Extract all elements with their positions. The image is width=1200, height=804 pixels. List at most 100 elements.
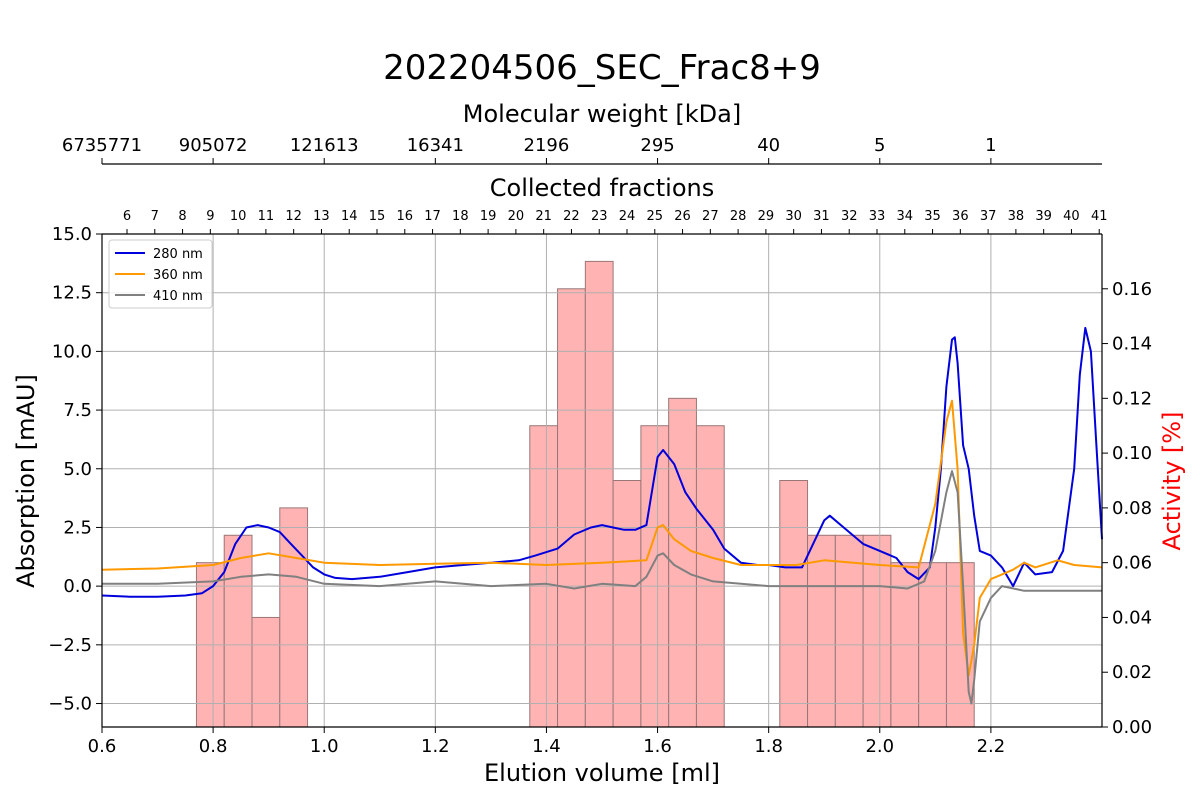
y-tick-label: 2.5 [63,517,92,538]
absorbance-lines [101,326,1103,705]
series-line-410-nm [102,470,1102,705]
activity-bar-27 [695,425,725,728]
fraction-tick-label: 31 [813,209,830,224]
legend-label: 280 nm [153,247,203,262]
mw-tick-label: 295 [640,135,674,156]
y2-tick-label: 0.08 [1112,498,1152,519]
x-axis-label: Elution volume [ml] [484,759,720,787]
activity-bar-12 [279,507,309,728]
x-tick-label: 1.6 [643,736,672,757]
activity-bar-11 [251,616,281,728]
fraction-tick-label: 13 [313,209,330,224]
fraction-tick-label: 16 [397,209,414,224]
y2-tick-label: 0.00 [1112,717,1152,738]
y-tick-label: −2.5 [48,635,92,656]
fraction-tick-label: 21 [535,209,552,224]
activity-bar-22 [557,288,586,728]
fraction-tick-label: 11 [258,209,275,224]
x-tick-label: 0.6 [88,736,117,757]
y2-tick-label: 0.06 [1112,553,1152,574]
x-tick-label: 0.8 [199,736,228,757]
fraction-tick-label: 22 [563,209,580,224]
activity-bar-24 [612,480,642,728]
x-tick-label: 2.0 [865,736,894,757]
legend-label: 360 nm [153,268,203,283]
mw-axis-label: Molecular weight [kDa] [463,100,741,128]
fraction-tick-label: 17 [424,209,441,224]
chart-title: 202204506_SEC_Frac8+9 [383,48,821,88]
fraction-tick-label: 32 [841,209,858,224]
x-tick-label: 1.2 [421,736,450,757]
fraction-tick-label: 6 [123,209,131,224]
y-tick-label: −5.0 [48,694,92,715]
fraction-tick-label: 7 [151,209,159,224]
series-line-360-nm [101,399,1103,677]
fraction-tick-label: 35 [924,209,941,224]
mw-tick-label: 5 [874,135,885,156]
activity-bar-21 [529,425,559,728]
x-tick-label: 1.0 [310,736,339,757]
activity-bar-31 [807,534,836,728]
x-tick-label: 2.2 [977,736,1006,757]
fraction-tick-label: 38 [1008,209,1025,224]
fraction-tick-label: 20 [508,209,525,224]
fraction-tick-label: 9 [206,209,214,224]
fraction-tick-label: 27 [702,209,719,224]
activity-bars [195,260,975,728]
fraction-tick-label: 40 [1063,209,1080,224]
activity-bar-33 [862,534,892,728]
fraction-tick-label: 29 [758,209,775,224]
y-axis-label: Absorption [mAU] [12,374,40,588]
fraction-tick-label: 28 [730,209,747,224]
fraction-tick-label: 19 [480,209,497,224]
mw-tick-label: 40 [757,135,780,156]
legend: 280 nm 360 nm 410 nm [108,239,213,309]
fraction-tick-label: 24 [619,209,636,224]
mw-tick-label: 2196 [524,135,570,156]
y2-tick-label: 0.04 [1112,607,1152,628]
y-tick-label: 15.0 [52,224,92,245]
legend-label: 410 nm [153,289,203,304]
fraction-tick-label: 14 [341,209,358,224]
axes: 0.6 0.8 1.0 1.2 1.4 1.6 1.8 2.0 2.2 −5.0 −2.5 0.0 2.… [48,135,1152,757]
fraction-tick-label: 12 [285,209,302,224]
mw-tick-label: 121613 [290,135,359,156]
fraction-tick-label: 26 [674,209,691,224]
fraction-tick-label: 18 [452,209,469,224]
activity-bar-30 [779,480,809,728]
y2-axis-label: Activity [%] [1158,412,1186,551]
fraction-tick-label: 15 [369,209,386,224]
x-tick-label: 1.8 [754,736,783,757]
fraction-tick-label: 8 [178,209,186,224]
y-tick-label: 10.0 [52,341,92,362]
y2-tick-label: 0.02 [1112,662,1152,683]
legend-box [108,239,213,309]
fraction-tick-label: 34 [897,209,914,224]
y-tick-label: 0.0 [63,576,92,597]
mw-tick-label: 1 [985,135,996,156]
fraction-tick-label: 30 [785,209,802,224]
x-tick-label: 1.4 [532,736,561,757]
mw-tick-label: 16341 [407,135,464,156]
y-tick-label: 12.5 [52,283,92,304]
y-tick-label: 7.5 [63,400,92,421]
fraction-tick-label: 37 [980,209,997,224]
fraction-tick-label: 39 [1035,209,1052,224]
mw-tick-label: 6735771 [62,135,142,156]
fraction-tick-label: 36 [952,209,969,224]
y2-tick-label: 0.12 [1112,388,1152,409]
activity-bar-10 [223,534,253,728]
y2-tick-label: 0.16 [1112,279,1152,300]
fraction-tick-label: 25 [647,209,664,224]
y2-tick-label: 0.14 [1112,334,1152,355]
fraction-tick-label: 41 [1091,209,1108,224]
y-tick-label: 5.0 [63,459,92,480]
y2-tick-label: 0.10 [1112,443,1152,464]
activity-bar-23 [584,260,614,728]
fraction-tick-label: 10 [230,209,247,224]
fraction-tick-label: 23 [591,209,608,224]
fraction-axis-label: Collected fractions [490,174,714,202]
fraction-tick-label: 33 [869,209,886,224]
